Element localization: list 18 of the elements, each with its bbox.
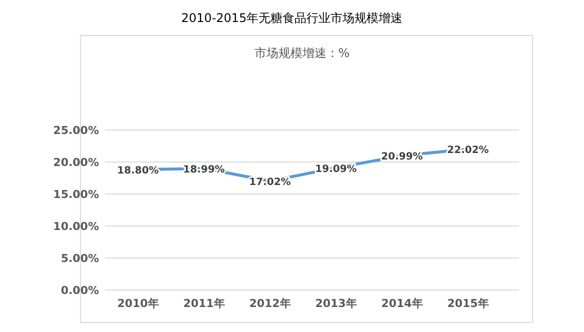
y-tick-label: 5.00%: [60, 252, 99, 265]
y-tick-label: 25.00%: [53, 124, 99, 137]
x-tick-label: 2013年: [315, 297, 357, 310]
y-tick-label: 20.00%: [53, 156, 99, 169]
y-tick-label: 15.00%: [53, 188, 99, 201]
data-label: 18.80%: [117, 166, 159, 177]
x-tick-label: 2011年: [183, 297, 225, 310]
x-tick-label: 2015年: [447, 297, 489, 310]
data-label: 22.02%: [447, 145, 489, 156]
x-tick-label: 2014年: [381, 297, 423, 310]
y-tick-label: 10.00%: [53, 220, 99, 233]
x-tick-label: 2010年: [117, 297, 159, 310]
y-tick-label: 0.00%: [60, 284, 99, 297]
data-label: 17.02%: [249, 177, 291, 188]
x-tick-label: 2012年: [249, 297, 291, 310]
data-label: 18.99%: [183, 164, 225, 176]
chart-subtitle: 市场规模增速：%: [254, 46, 350, 60]
chart-title: 2010-2015年无糖食品行业市场规模增速: [181, 11, 403, 25]
